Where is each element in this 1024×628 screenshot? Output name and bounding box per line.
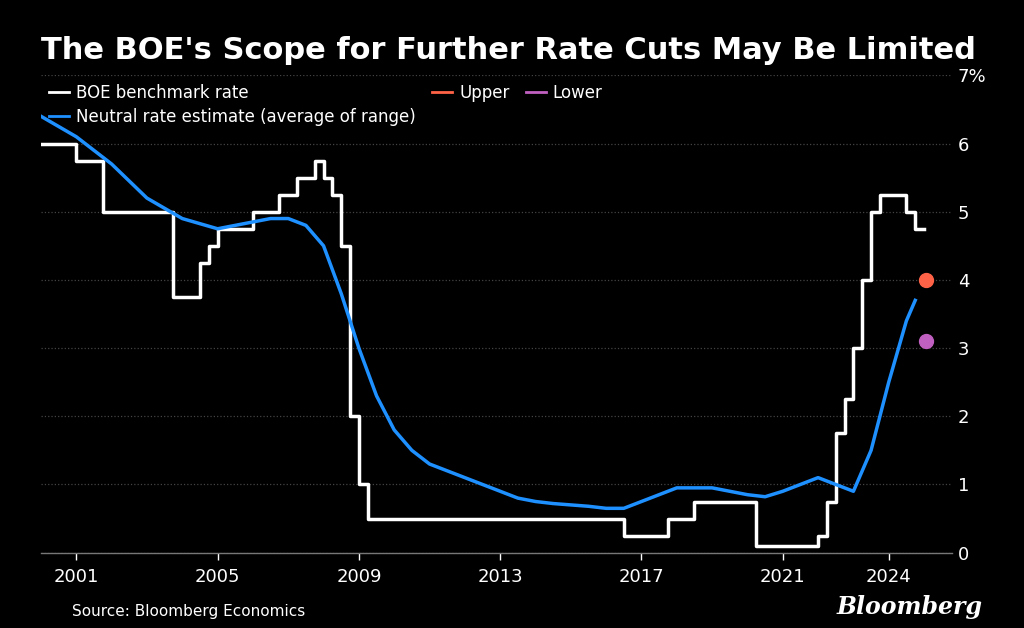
Point (918, 275, 934, 285)
Text: Bloomberg: Bloomberg (837, 595, 983, 619)
Text: Source: Bloomberg Economics: Source: Bloomberg Economics (72, 604, 305, 619)
Legend: BOE benchmark rate, Neutral rate estimate (average of range), Upper, Lower: BOE benchmark rate, Neutral rate estimat… (49, 84, 603, 126)
Text: The BOE's Scope for Further Rate Cuts May Be Limited: The BOE's Scope for Further Rate Cuts Ma… (41, 36, 976, 65)
Point (918, 336, 934, 346)
